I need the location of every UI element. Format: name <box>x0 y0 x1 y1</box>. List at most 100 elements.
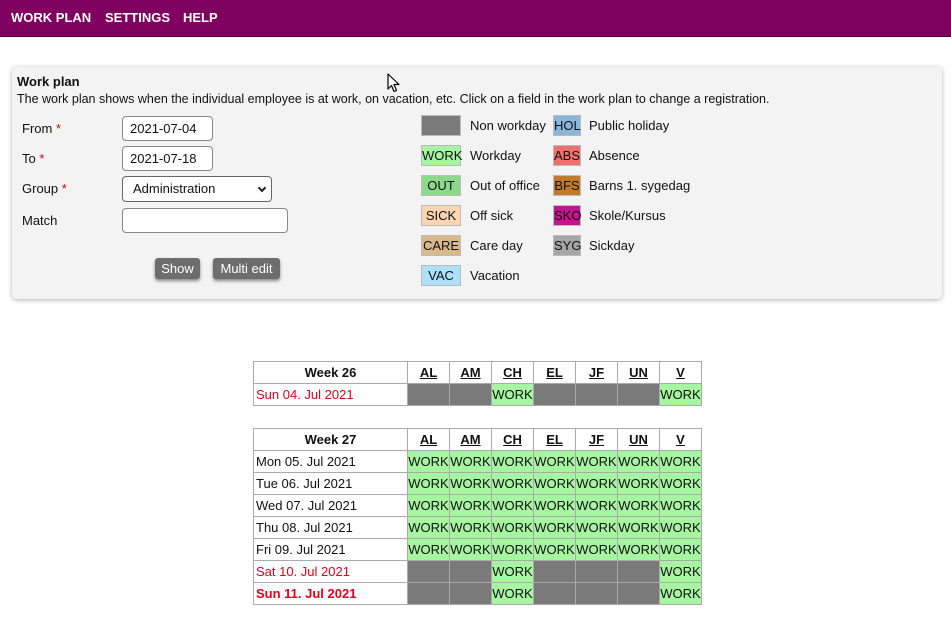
legend-swatch: HOL <box>553 115 581 136</box>
registration-cell[interactable]: WORK <box>407 538 450 561</box>
registration-cell[interactable]: WORK <box>491 472 534 495</box>
registration-cell[interactable]: WORK <box>449 450 492 473</box>
registration-cell[interactable] <box>575 383 618 406</box>
registration-cell[interactable]: WORK <box>659 538 702 561</box>
registration-cell[interactable]: WORK <box>575 472 618 495</box>
group-select[interactable]: Administration <box>122 176 272 202</box>
registration-cell[interactable]: WORK <box>491 560 534 583</box>
day-label: Wed 07. Jul 2021 <box>253 494 408 517</box>
registration-cell[interactable] <box>407 560 450 583</box>
registration-cell[interactable]: WORK <box>533 472 576 495</box>
table-row: Sun 04. Jul 2021 WORK WORK <box>253 383 702 406</box>
registration-cell[interactable] <box>449 383 492 406</box>
registration-cell[interactable] <box>575 582 618 605</box>
registration-cell[interactable]: WORK <box>617 472 660 495</box>
table-row: Mon 05. Jul 2021 WORK WORK WORK WORK WORK WORK… <box>253 450 702 473</box>
registration-cell[interactable]: WORK <box>491 582 534 605</box>
registration-cell[interactable] <box>533 582 576 605</box>
day-label: Thu 08. Jul 2021 <box>253 516 408 539</box>
registration-cell[interactable]: WORK <box>449 516 492 539</box>
registration-cell[interactable]: WORK <box>533 450 576 473</box>
registration-cell[interactable]: WORK <box>449 472 492 495</box>
legend-label: Public holiday <box>589 118 670 133</box>
registration-cell[interactable]: WORK <box>407 450 450 473</box>
registration-cell[interactable]: WORK <box>491 494 534 517</box>
registration-cell[interactable]: WORK <box>533 538 576 561</box>
registration-cell[interactable]: WORK <box>659 450 702 473</box>
employee-column-header[interactable]: AM <box>449 428 492 451</box>
match-label: Match <box>22 213 58 228</box>
employee-column-header[interactable]: EL <box>533 361 576 384</box>
employee-column-header[interactable]: CH <box>491 428 534 451</box>
registration-cell[interactable] <box>617 560 660 583</box>
registration-cell[interactable] <box>575 560 618 583</box>
registration-cell[interactable]: WORK <box>617 516 660 539</box>
registration-cell[interactable]: WORK <box>491 450 534 473</box>
nav-work-plan[interactable]: WORK PLAN <box>11 10 92 25</box>
registration-cell[interactable]: WORK <box>659 582 702 605</box>
registration-cell[interactable]: WORK <box>659 516 702 539</box>
registration-cell[interactable]: WORK <box>449 494 492 517</box>
registration-cell[interactable]: WORK <box>575 494 618 517</box>
registration-cell[interactable]: WORK <box>407 472 450 495</box>
registration-cell[interactable] <box>617 383 660 406</box>
registration-cell[interactable]: WORK <box>575 538 618 561</box>
legend-swatch: SICK <box>421 205 461 226</box>
registration-cell[interactable] <box>533 560 576 583</box>
employee-column-header[interactable]: V <box>659 361 702 384</box>
registration-cell[interactable]: WORK <box>407 516 450 539</box>
registration-cell[interactable] <box>617 582 660 605</box>
registration-cell[interactable] <box>449 582 492 605</box>
registration-cell[interactable] <box>407 582 450 605</box>
employee-column-header[interactable]: UN <box>617 361 660 384</box>
registration-cell[interactable] <box>533 383 576 406</box>
registration-cell[interactable]: WORK <box>491 516 534 539</box>
legend-label: Skole/Kursus <box>589 208 666 223</box>
multi-edit-button[interactable]: Multi edit <box>213 258 280 279</box>
registration-cell[interactable]: WORK <box>449 538 492 561</box>
nav-settings[interactable]: SETTINGS <box>105 10 171 25</box>
employee-column-header[interactable]: UN <box>617 428 660 451</box>
legend-label: Care day <box>470 238 523 253</box>
employee-column-header[interactable]: JF <box>575 361 618 384</box>
employee-column-header[interactable]: V <box>659 428 702 451</box>
registration-cell[interactable]: WORK <box>575 516 618 539</box>
registration-cell[interactable]: WORK <box>407 494 450 517</box>
registration-cell[interactable]: WORK <box>533 516 576 539</box>
from-label: From * <box>22 121 62 136</box>
registration-cell[interactable]: WORK <box>617 494 660 517</box>
registration-cell[interactable]: WORK <box>659 472 702 495</box>
legend-swatch <box>421 115 461 136</box>
to-date-input[interactable]: 2021-07-18 <box>122 146 213 171</box>
employee-column-header[interactable]: AL <box>407 361 450 384</box>
from-date-input[interactable]: 2021-07-04 <box>122 116 213 141</box>
registration-cell[interactable]: WORK <box>491 383 534 406</box>
registration-cell[interactable]: WORK <box>659 494 702 517</box>
registration-cell[interactable]: WORK <box>617 450 660 473</box>
legend-swatch: SKO <box>553 205 581 226</box>
registration-cell[interactable] <box>449 560 492 583</box>
employee-column-header[interactable]: JF <box>575 428 618 451</box>
legend-label: Off sick <box>470 208 514 223</box>
match-input[interactable] <box>122 208 288 233</box>
legend-label: Workday <box>470 148 522 163</box>
show-button[interactable]: Show <box>155 258 200 279</box>
registration-cell[interactable]: WORK <box>617 538 660 561</box>
legend-swatch: WORK <box>421 145 462 166</box>
employee-column-header[interactable]: CH <box>491 361 534 384</box>
registration-cell[interactable] <box>407 383 450 406</box>
legend-swatch: ABS <box>553 145 581 166</box>
legend-label: Sickday <box>589 238 635 253</box>
employee-column-header[interactable]: AM <box>449 361 492 384</box>
table-row: Sun 11. Jul 2021 WORK WORK <box>253 582 702 605</box>
registration-cell[interactable]: WORK <box>533 494 576 517</box>
registration-cell[interactable]: WORK <box>659 383 702 406</box>
legend-swatch: BFS <box>553 175 581 196</box>
registration-cell[interactable]: WORK <box>491 538 534 561</box>
employee-column-header[interactable]: AL <box>407 428 450 451</box>
registration-cell[interactable]: WORK <box>575 450 618 473</box>
legend-label: Vacation <box>470 268 520 283</box>
employee-column-header[interactable]: EL <box>533 428 576 451</box>
registration-cell[interactable]: WORK <box>659 560 702 583</box>
nav-help[interactable]: HELP <box>183 10 218 25</box>
